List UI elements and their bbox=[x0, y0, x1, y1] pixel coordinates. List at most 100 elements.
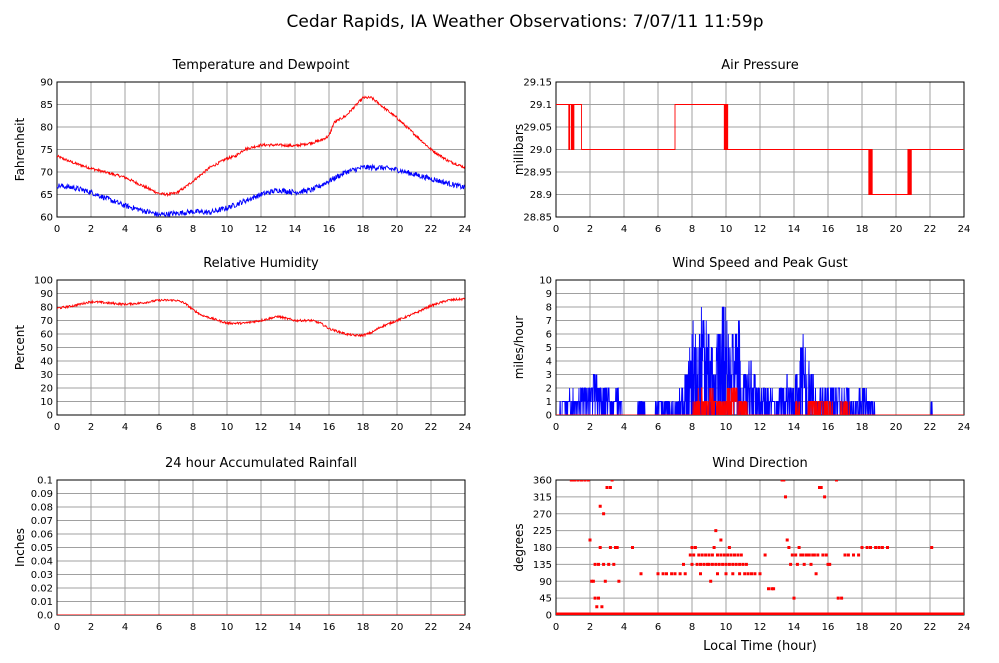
data-point bbox=[721, 562, 725, 566]
data-point bbox=[802, 562, 806, 566]
data-point bbox=[709, 579, 713, 583]
y-tick-label: 29.15 bbox=[523, 78, 552, 89]
y-tick-label: 4 bbox=[546, 357, 552, 368]
data-point bbox=[707, 553, 711, 557]
data-point bbox=[746, 572, 750, 576]
x-tick-label: 4 bbox=[621, 422, 627, 433]
x-tick-label: 16 bbox=[323, 224, 336, 235]
y-tick-label: 10 bbox=[539, 276, 552, 287]
x-tick-label: 14 bbox=[788, 422, 801, 433]
x-tick-label: 2 bbox=[587, 422, 593, 433]
x-tick-label: 24 bbox=[958, 422, 971, 433]
data-point bbox=[710, 562, 714, 566]
data-point bbox=[731, 572, 735, 576]
x-tick-label: 12 bbox=[255, 224, 268, 235]
data-point bbox=[770, 587, 774, 591]
data-point bbox=[812, 553, 816, 557]
x-tick-label: 16 bbox=[822, 422, 835, 433]
data-point bbox=[588, 538, 592, 542]
data-point bbox=[631, 546, 634, 549]
data-point bbox=[828, 562, 832, 566]
x-tick-label: 0 bbox=[54, 622, 60, 633]
data-point bbox=[727, 562, 731, 566]
data-point bbox=[656, 572, 660, 576]
page-title: Cedar Rapids, IA Weather Observations: 7… bbox=[286, 12, 763, 32]
data-point bbox=[874, 546, 878, 549]
data-point bbox=[722, 553, 726, 557]
x-tick-label: 8 bbox=[689, 422, 695, 433]
x-tick-label: 8 bbox=[190, 622, 196, 633]
data-point bbox=[693, 546, 697, 549]
data-point bbox=[639, 572, 643, 576]
y-tick-label: 28.9 bbox=[530, 190, 552, 201]
x-tick-label: 10 bbox=[720, 224, 733, 235]
data-point bbox=[665, 572, 668, 576]
x-tick-label: 22 bbox=[924, 622, 937, 633]
plot-frame bbox=[56, 279, 466, 416]
y-tick-label: 0.05 bbox=[31, 543, 53, 554]
data-point bbox=[586, 480, 590, 482]
y-tick-label: 0.09 bbox=[31, 489, 53, 500]
y-tick-label: 8 bbox=[546, 303, 552, 314]
data-point bbox=[795, 562, 799, 566]
data-point bbox=[857, 553, 861, 557]
y-tick-label: 50 bbox=[40, 343, 53, 354]
x-tick-label: 20 bbox=[391, 422, 404, 433]
data-point bbox=[792, 596, 796, 600]
data-point bbox=[571, 480, 575, 482]
y-tick-label: 9 bbox=[546, 289, 552, 300]
data-point bbox=[717, 562, 721, 566]
data-point bbox=[880, 546, 884, 549]
x-tick-label: 10 bbox=[720, 622, 733, 633]
x-tick-label: 16 bbox=[822, 224, 835, 235]
y-tick-label: 0.03 bbox=[31, 570, 53, 581]
x-tick-label: 24 bbox=[459, 224, 472, 235]
x-tick-label: 6 bbox=[156, 422, 162, 433]
data-point bbox=[617, 579, 621, 583]
x-tick-label: 2 bbox=[88, 622, 94, 633]
y-tick-label: 80 bbox=[40, 303, 53, 314]
data-point bbox=[750, 572, 753, 576]
data-point bbox=[780, 480, 784, 482]
y-tick-label: 90 bbox=[40, 289, 53, 300]
data-point bbox=[797, 546, 801, 549]
data-point bbox=[690, 562, 694, 566]
x-tick-label: 20 bbox=[391, 622, 404, 633]
data-point bbox=[886, 546, 889, 549]
data-point bbox=[758, 572, 762, 576]
x-tick-label: 16 bbox=[323, 422, 336, 433]
data-point bbox=[593, 562, 597, 566]
data-point bbox=[836, 596, 840, 600]
data-point bbox=[569, 480, 573, 482]
data-point bbox=[726, 553, 730, 557]
data-point bbox=[785, 538, 789, 542]
data-point bbox=[835, 480, 838, 482]
data-point bbox=[598, 504, 602, 508]
y-tick-label: 0.08 bbox=[31, 503, 53, 514]
data-point bbox=[753, 572, 757, 576]
x-tick-label: 8 bbox=[190, 224, 196, 235]
data-point bbox=[600, 605, 604, 609]
data-point bbox=[597, 562, 600, 566]
data-point bbox=[714, 529, 718, 533]
data-point bbox=[826, 562, 830, 566]
chart-title: Wind Speed and Peak Gust bbox=[672, 256, 847, 271]
x-tick-label: 4 bbox=[621, 622, 627, 633]
series-line-0 bbox=[57, 296, 465, 338]
x-tick-label: 14 bbox=[289, 224, 302, 235]
y-axis-label: miles/hour bbox=[512, 316, 526, 380]
x-tick-label: 20 bbox=[890, 422, 903, 433]
x-tick-label: 2 bbox=[88, 422, 94, 433]
data-point bbox=[729, 553, 733, 557]
data-point bbox=[843, 553, 847, 557]
data-point bbox=[591, 579, 595, 583]
x-tick-label: 14 bbox=[788, 622, 801, 633]
data-point bbox=[704, 553, 708, 557]
data-point bbox=[814, 572, 818, 576]
x-tick-label: 18 bbox=[856, 622, 869, 633]
y-tick-label: 100 bbox=[34, 276, 53, 287]
data-point bbox=[607, 562, 611, 566]
